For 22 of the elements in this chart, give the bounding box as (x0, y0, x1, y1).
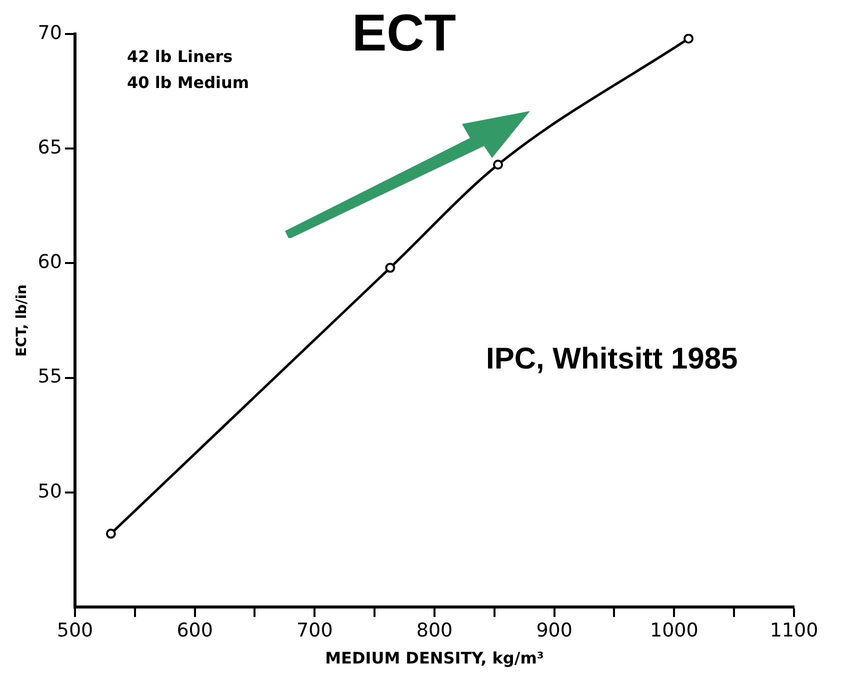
x-tick-label: 800 (416, 619, 453, 642)
x-tick-label: 900 (536, 619, 572, 642)
y-tick-label: 70 (38, 22, 62, 44)
x-tick-label: 500 (56, 619, 94, 642)
y-axis-title: ECT, lb/in (14, 284, 30, 357)
y-tick-label: 60 (38, 251, 62, 274)
y-tick-label: 50 (38, 480, 62, 502)
point (106, 528, 116, 539)
x-tick-label: 600 (176, 619, 213, 642)
x-tick-label: 1000 (650, 619, 698, 642)
annotation: 40 lb Medium (126, 73, 250, 92)
point (385, 262, 396, 273)
annotation: IPC, Whitsitt 1985 (486, 342, 738, 376)
chart-title: ECT (352, 4, 456, 62)
point (493, 160, 503, 170)
x-axis-title: MEDIUM DENSITY, kg/m³ (325, 648, 544, 668)
point (684, 34, 694, 44)
y-tick-label: 55 (38, 366, 62, 388)
y-tick-label: 65 (38, 136, 62, 159)
x-tick-label: 1100 (770, 619, 818, 642)
x-tick-label: 700 (296, 619, 333, 642)
annotation: 42 lb Liners (126, 47, 233, 66)
